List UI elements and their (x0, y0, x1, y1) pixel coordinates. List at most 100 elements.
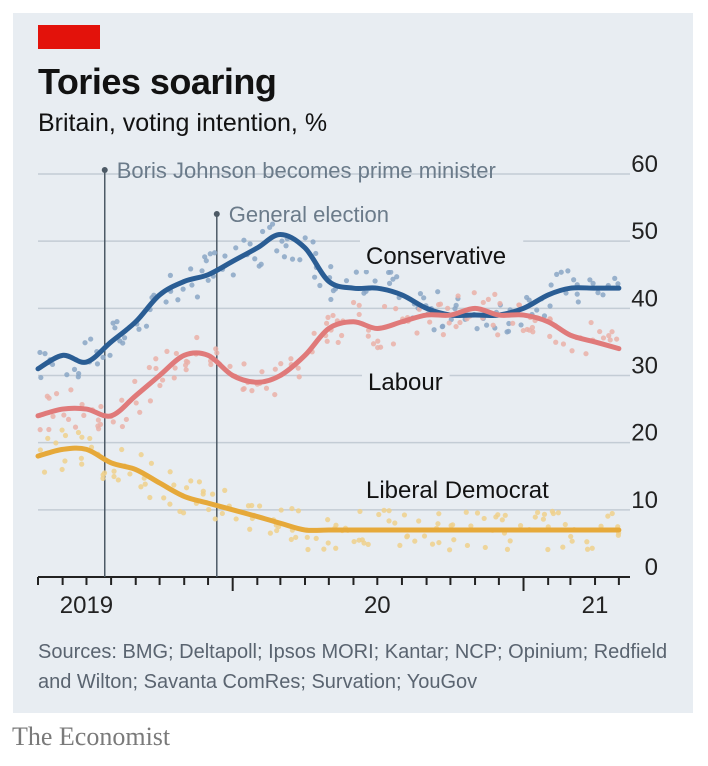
liberal-democrat-poll-dot (609, 510, 615, 517)
liberal-democrat-poll-dot (167, 501, 173, 507)
liberal-democrat-poll-dot (293, 534, 299, 540)
labour-poll-dot (98, 403, 104, 410)
conservative-poll-dot (526, 297, 532, 303)
conservative-poll-dot (100, 354, 106, 360)
conservative-poll-dot (390, 276, 396, 282)
liberal-democrat-poll-dot (392, 520, 398, 526)
liberal-democrat-poll-dot (78, 455, 84, 461)
liberal-democrat-poll-dot (45, 435, 51, 441)
labour-poll-dot (240, 386, 246, 393)
labour-poll-dot (272, 366, 278, 372)
series-label: Labour (368, 369, 443, 396)
labour-poll-dot (350, 299, 357, 306)
liberal-democrat-poll-dot (138, 484, 144, 490)
conservative-poll-dot (38, 374, 44, 381)
liberal-democrat-poll-dot (62, 432, 69, 439)
series-label-bg (360, 474, 574, 504)
brand-tab (38, 25, 100, 49)
conservative-poll-dot (574, 291, 580, 297)
conservative-poll-dot (202, 254, 208, 260)
liberal-democrat-poll-dot (148, 460, 155, 466)
labour-poll-dot (53, 391, 60, 397)
liberal-democrat-poll-dot (209, 491, 216, 497)
labour-poll-dot (46, 395, 52, 401)
liberal-democrat-poll-dot (62, 458, 68, 464)
liberal-democrat-poll-dot (183, 485, 190, 491)
conservative-poll-dot (247, 241, 253, 247)
conservative-poll-dot (107, 352, 113, 358)
y-tick-label: 50 (631, 218, 658, 245)
conservative-poll-dot (112, 325, 118, 331)
labour-poll-dot (97, 421, 104, 427)
liberal-democrat-poll-dot (37, 447, 43, 453)
labour-poll-dot (381, 303, 388, 310)
labour-poll-dot (259, 369, 265, 375)
conservative-poll-dot (353, 269, 359, 275)
conservative-poll-dot (474, 326, 480, 332)
labour-poll-dot (61, 412, 67, 418)
liberal-democrat-poll-dot (325, 517, 331, 523)
conservative-poll-dot (230, 272, 236, 278)
liberal-democrat-poll-dot (111, 473, 117, 480)
conservative-poll-dot (37, 349, 43, 356)
liberal-democrat-poll-dot (212, 516, 218, 522)
conservative-poll-dot (256, 263, 262, 269)
chart-subtitle: Britain, voting intention, % (38, 109, 328, 137)
liberal-democrat-poll-dot (171, 482, 177, 488)
labour-poll-dot (288, 356, 294, 362)
labour-poll-dot (263, 385, 270, 391)
conservative-poll-dot (317, 282, 323, 289)
liberal-democrat-poll-dot (177, 508, 183, 515)
liberal-democrat-poll-dot (386, 518, 392, 524)
labour-poll-dot (446, 320, 452, 326)
liberal-democrat-poll-dot (188, 478, 194, 484)
conservative-poll-dot (233, 245, 239, 251)
liberal-democrat-poll-dot (200, 491, 206, 497)
labour-poll-dot (614, 336, 620, 342)
liberal-democrat-poll-dot (333, 545, 339, 551)
conservative-poll-dot (207, 251, 213, 257)
conservative-poll-dot (143, 323, 150, 329)
liberal-democrat-poll-dot (321, 546, 327, 552)
labour-poll-dot (553, 339, 559, 345)
conservative-poll-dot (163, 299, 169, 305)
annotation-dot (101, 167, 108, 173)
labour-poll-dot (600, 335, 607, 341)
labour-poll-dot (560, 341, 567, 347)
conservative-poll-dot (330, 288, 337, 294)
liberal-democrat-poll-dot (584, 546, 591, 552)
liberal-democrat-poll-dot (167, 469, 173, 475)
liberal-democrat-poll-dot (482, 544, 488, 551)
labour-poll-dot (324, 338, 330, 344)
conservative-poll-dot (274, 248, 280, 254)
labour-poll-dot (325, 314, 331, 320)
liberal-democrat-poll-dot (535, 509, 541, 516)
conservative-poll-dot (199, 268, 205, 274)
labour-poll-dot (330, 312, 336, 319)
conservative-poll-dot (600, 292, 606, 298)
labour-poll-dot (68, 387, 74, 393)
labour-poll-dot (46, 426, 52, 433)
labour-poll-dot (81, 412, 87, 418)
conservative-poll-dot (189, 282, 195, 288)
labour-poll-dot (241, 361, 247, 367)
conservative-poll-dot (343, 278, 350, 284)
conservative-poll-dot (121, 335, 128, 341)
conservative-poll-dot (421, 295, 427, 301)
labour-poll-dot (455, 293, 461, 299)
conservative-poll-dot (417, 291, 424, 297)
labour-poll-dot (375, 338, 381, 344)
liberal-democrat-poll-dot (75, 429, 82, 436)
sources-note: Sources: BMG; Deltapoll; Ipsos MORI; Kan… (38, 641, 668, 693)
labour-poll-dot (132, 378, 138, 384)
labour-poll-dot (50, 413, 56, 419)
liberal-democrat-poll-dot (289, 505, 295, 512)
annotation-label: Boris Johnson becomes prime minister (117, 158, 496, 183)
liberal-democrat-poll-dot (161, 495, 167, 501)
conservative-poll-dot (313, 250, 319, 257)
labour-poll-dot (370, 341, 377, 347)
conservative-poll-dot (506, 320, 512, 327)
labour-poll-dot (159, 377, 166, 383)
conservative-poll-dot (372, 278, 378, 284)
labour-poll-dot (437, 301, 444, 307)
